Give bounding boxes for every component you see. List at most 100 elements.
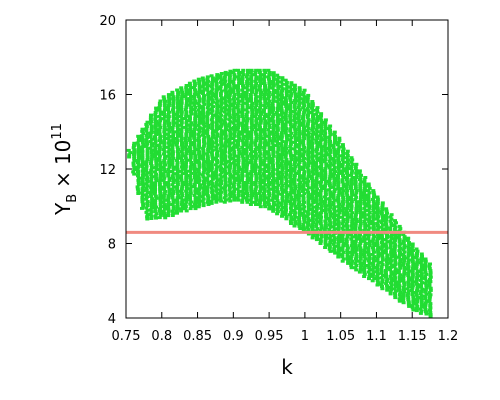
scatter-point xyxy=(323,197,328,201)
scatter-point xyxy=(236,141,240,145)
scatter-point xyxy=(227,155,232,159)
scatter-point xyxy=(235,187,240,191)
scatter-point xyxy=(149,120,154,124)
scatter-point xyxy=(332,168,337,171)
scatter-point xyxy=(293,112,298,116)
scatter-point xyxy=(301,97,306,101)
scatter-point xyxy=(284,133,289,137)
scatter-point xyxy=(148,146,153,150)
scatter-point xyxy=(241,159,246,162)
scatter-point xyxy=(170,143,175,147)
scatter-point xyxy=(267,86,272,90)
scatter-point xyxy=(292,116,297,120)
scatter-point xyxy=(271,179,275,182)
scatter-point xyxy=(241,137,246,140)
scatter-point xyxy=(297,152,302,156)
scatter-point xyxy=(259,112,263,116)
scatter-point xyxy=(328,225,333,229)
scatter-point xyxy=(219,83,224,86)
scatter-point xyxy=(262,137,267,140)
scatter-point xyxy=(296,106,301,109)
scatter-point xyxy=(236,121,241,125)
scatter-point xyxy=(389,224,394,228)
scatter-point xyxy=(180,161,185,165)
scatter-point xyxy=(253,141,258,145)
scatter-point xyxy=(415,287,420,291)
scatter-point xyxy=(310,155,315,158)
scatter-point xyxy=(350,239,355,243)
scatter-point xyxy=(179,110,184,114)
scatter-point xyxy=(289,195,294,199)
scatter-point xyxy=(314,238,319,242)
scatter-point xyxy=(267,117,272,121)
scatter-point xyxy=(157,130,162,134)
scatter-point xyxy=(319,156,323,160)
scatter-point xyxy=(219,102,224,106)
scatter-point xyxy=(271,132,276,136)
scatter-point xyxy=(145,149,150,153)
scatter-point xyxy=(414,254,419,258)
scatter-point xyxy=(206,84,210,88)
scatter-point xyxy=(350,162,355,166)
scatter-point xyxy=(254,145,259,149)
scatter-point xyxy=(305,225,310,229)
scatter-point xyxy=(419,309,424,313)
scatter-point xyxy=(132,168,137,172)
scatter-point xyxy=(197,134,202,138)
scatter-point xyxy=(331,174,336,178)
scatter-point xyxy=(398,257,403,261)
scatter-point xyxy=(323,224,328,227)
scatter-point xyxy=(376,272,380,276)
scatter-point xyxy=(141,167,146,171)
scatter-point xyxy=(302,218,307,222)
scatter-point xyxy=(327,208,332,212)
scatter-point xyxy=(175,139,180,143)
scatter-point xyxy=(301,154,306,158)
scatter-point xyxy=(193,207,198,211)
scatter-point xyxy=(410,275,415,279)
scatter-point xyxy=(193,119,198,123)
scatter-point xyxy=(283,113,288,117)
scatter-point xyxy=(298,227,303,230)
scatter-point xyxy=(162,97,167,101)
scatter-point xyxy=(210,184,215,188)
scatter-point xyxy=(180,180,185,184)
scatter-point xyxy=(263,139,268,143)
scatter-point xyxy=(254,95,259,99)
scatter-point xyxy=(275,115,280,119)
scatter-point xyxy=(375,268,380,272)
scatter-point xyxy=(367,241,372,245)
scatter-point xyxy=(249,154,254,158)
scatter-point xyxy=(197,128,201,132)
scatter-point xyxy=(250,115,255,118)
scatter-point xyxy=(428,315,433,319)
scatter-point xyxy=(188,132,193,136)
scatter-point xyxy=(232,189,237,193)
scatter-point xyxy=(219,122,224,126)
scatter-point xyxy=(292,198,297,202)
scatter-point xyxy=(236,170,241,173)
scatter-point xyxy=(279,93,284,97)
scatter-point xyxy=(414,256,419,260)
scatter-point xyxy=(310,194,315,198)
scatter-point xyxy=(210,94,215,98)
scatter-point xyxy=(236,108,241,112)
scatter-point xyxy=(244,121,249,125)
scatter-point xyxy=(419,305,424,309)
scatter-point xyxy=(161,200,166,204)
scatter-point xyxy=(283,155,288,159)
scatter-point xyxy=(215,106,220,110)
scatter-point xyxy=(323,195,327,199)
scatter-point xyxy=(345,257,350,261)
scatter-point xyxy=(341,176,346,180)
scatter-point xyxy=(288,213,292,217)
scatter-point xyxy=(362,259,367,263)
scatter-point xyxy=(231,104,236,107)
scatter-point xyxy=(323,131,328,135)
scatter-point xyxy=(353,193,358,197)
scatter-point xyxy=(174,209,179,213)
scatter-point xyxy=(198,106,202,110)
scatter-point xyxy=(318,191,323,195)
scatter-point xyxy=(375,248,380,252)
scatter-point xyxy=(388,266,393,269)
